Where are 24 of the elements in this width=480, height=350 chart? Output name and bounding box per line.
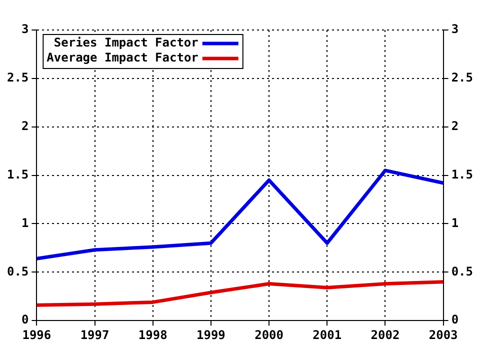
- x-tick-label: 2001: [312, 328, 342, 342]
- y-tick-label: 1: [21, 216, 29, 230]
- y2-tick-label: 0: [451, 312, 459, 327]
- legend-label: Average Impact Factor: [46, 50, 198, 65]
- y2-tick-label: 3: [451, 22, 459, 36]
- y2-tick-label: 2.5: [451, 70, 474, 85]
- y-tick-label: 3: [21, 22, 29, 36]
- y-tick-label: 0.5: [6, 264, 29, 278]
- y2-tick-label: 1.5: [451, 167, 474, 182]
- y2-tick-label: 0.5: [451, 264, 474, 278]
- x-tick-label: 1997: [80, 328, 110, 342]
- y-tick-label: 2: [21, 118, 29, 133]
- x-tick-label: 2003: [428, 328, 458, 342]
- x-tick-label: 1996: [22, 328, 52, 342]
- y-tick-label: 0: [21, 312, 29, 327]
- x-tick-label: 2002: [370, 328, 400, 342]
- x-tick-label: 2000: [254, 328, 284, 342]
- y-tick-label: 2.5: [6, 70, 29, 85]
- legend-label: Series Impact Factor: [54, 36, 198, 50]
- x-tick-label: 1999: [196, 328, 226, 342]
- x-tick-label: 1998: [138, 328, 168, 342]
- y-tick-label: 1.5: [6, 167, 29, 182]
- y2-tick-label: 2: [451, 118, 459, 133]
- y2-tick-label: 1: [451, 216, 459, 230]
